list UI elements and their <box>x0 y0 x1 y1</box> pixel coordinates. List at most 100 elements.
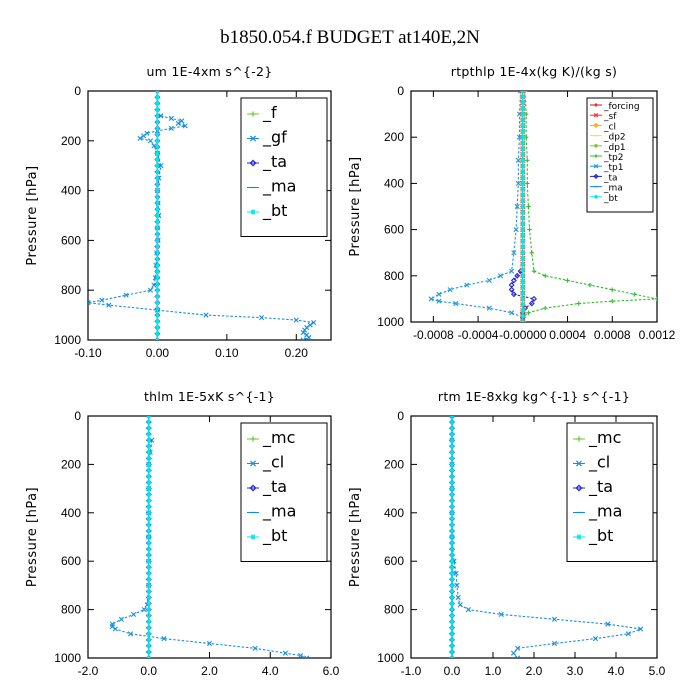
data-point <box>155 275 160 280</box>
data-point <box>141 607 147 613</box>
series-line <box>429 91 524 322</box>
legend-label: _tp1 <box>603 163 623 173</box>
data-point <box>531 295 537 302</box>
data-point <box>515 655 521 658</box>
legend-label: _dp1 <box>603 143 626 153</box>
y-tick-label: 200 <box>384 130 404 144</box>
data-point <box>457 602 463 608</box>
data-point <box>542 273 548 278</box>
legend-box <box>566 422 654 562</box>
series-line <box>451 416 643 658</box>
data-point <box>130 611 137 618</box>
data-point <box>497 273 504 279</box>
data-point <box>155 244 160 249</box>
data-point <box>155 144 160 150</box>
data-point <box>302 327 308 333</box>
y-tick-label: 0 <box>397 409 404 423</box>
data-point <box>168 115 174 121</box>
data-point <box>146 589 151 594</box>
legend-label: _bt <box>603 194 618 204</box>
data-point <box>155 256 160 262</box>
y-tick-label: 400 <box>384 176 404 190</box>
data-point <box>155 294 160 299</box>
legend-label: _cl <box>603 122 616 132</box>
legend-label: _dp2 <box>603 133 626 143</box>
data-point <box>146 601 151 606</box>
data-point <box>520 221 526 227</box>
x-tick-label: 0.00 <box>146 346 170 360</box>
y-tick-label: 200 <box>384 457 404 471</box>
data-point <box>520 244 526 250</box>
y-tick-label: 800 <box>61 283 81 297</box>
legend-swatch-marker <box>575 484 583 492</box>
data-point <box>155 213 160 218</box>
data-point <box>520 210 526 215</box>
data-point <box>587 282 593 288</box>
data-point <box>155 188 160 193</box>
y-tick-label: 600 <box>61 233 81 247</box>
data-point <box>146 540 151 546</box>
y-tick-label: 600 <box>384 554 404 568</box>
data-point <box>449 631 455 636</box>
data-point <box>146 516 151 522</box>
data-point <box>179 118 185 124</box>
plot-frame <box>87 90 332 341</box>
data-point <box>654 296 657 302</box>
data-point <box>449 540 455 546</box>
data-point <box>155 175 160 181</box>
data-point <box>449 643 455 649</box>
y-tick-label: 400 <box>61 506 81 520</box>
data-point <box>449 438 455 443</box>
data-point <box>155 126 160 131</box>
data-point <box>146 438 151 443</box>
data-point <box>155 169 160 175</box>
data-point <box>144 130 150 136</box>
data-point <box>155 138 160 143</box>
data-point <box>520 100 526 105</box>
legend: _mc _cl _ta _ma _bt <box>566 422 654 562</box>
data-point <box>155 331 160 336</box>
data-point <box>520 106 526 111</box>
data-point <box>520 204 526 209</box>
data-point <box>203 312 209 318</box>
legend-label: _ta <box>603 173 618 183</box>
data-point <box>528 300 535 307</box>
data-point <box>592 636 599 642</box>
y-tick-label: 600 <box>384 223 404 237</box>
legend-swatch-marker <box>593 173 599 180</box>
panel-title: um 1E-4xm s^{-2} <box>146 64 272 79</box>
data-point <box>155 157 160 162</box>
data-point <box>610 287 615 292</box>
legend-label: _ta <box>588 477 613 497</box>
data-point <box>146 534 151 540</box>
data-point <box>146 468 151 473</box>
data-point <box>146 504 151 509</box>
legend-label: _cl <box>262 453 284 473</box>
chart-panel-2: rtpthlp 1E-4x(kg K)/(kg s) Pressure [hPa]… <box>348 64 676 342</box>
x-tick-label: 0.0004 <box>549 328 586 342</box>
data-point <box>146 583 151 588</box>
data-point <box>146 444 151 449</box>
data-point <box>449 649 455 655</box>
x-tick-label: -0.0008 <box>413 328 454 342</box>
data-point <box>449 504 455 509</box>
data-point <box>520 285 526 290</box>
data-point <box>146 565 151 570</box>
data-point <box>520 198 526 203</box>
data-point <box>155 231 160 237</box>
plot-area <box>449 416 644 658</box>
data-point <box>514 203 520 210</box>
data-point <box>146 655 151 658</box>
data-point <box>146 425 151 431</box>
data-point <box>449 546 455 552</box>
data-point <box>88 300 91 306</box>
data-point <box>307 322 313 328</box>
legend-swatch-marker <box>576 436 582 442</box>
y-axis-label: Pressure [hPa] <box>348 487 363 587</box>
data-point <box>146 625 151 630</box>
data-point <box>146 431 151 437</box>
plot-area <box>88 91 317 340</box>
data-point <box>155 300 160 305</box>
data-point <box>146 528 151 534</box>
data-point <box>514 272 521 279</box>
